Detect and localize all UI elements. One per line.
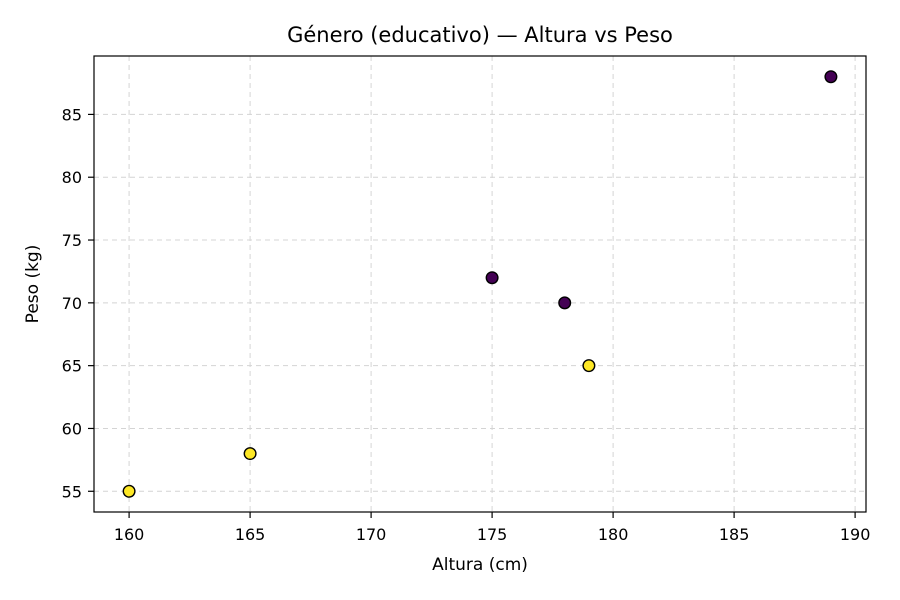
x-tick-label: 170 [356,525,387,544]
plot-frame [93,55,867,513]
scatter-point [485,271,499,285]
scatter-point [582,359,596,373]
scatter-point [558,296,572,310]
y-tick-label: 85 [62,105,82,124]
x-tick-label: 180 [598,525,629,544]
x-tick-label: 190 [840,525,871,544]
y-tick-label: 65 [62,357,82,376]
scatter-point [122,484,136,498]
y-tick-label: 70 [62,294,82,313]
x-tick-label: 185 [719,525,750,544]
grid [94,56,866,512]
y-tick-label: 75 [62,231,82,250]
x-axis-label: Altura (cm) [432,555,528,575]
y-tick-label: 80 [62,168,82,187]
x-tick-label: 160 [114,525,145,544]
scatter-point [824,70,838,84]
y-axis-label: Peso (kg) [23,245,43,324]
data-points [122,70,838,498]
axis-ticks: 160 165 170 175 180 185 190 55 60 65 70 75 80 85 [62,105,871,544]
x-tick-label: 165 [235,525,266,544]
chart-title: Género (educativo) — Altura vs Peso [287,23,673,47]
y-tick-label: 60 [62,419,82,438]
scatter-point [243,447,257,461]
y-tick-label: 55 [62,482,82,501]
x-tick-label: 175 [477,525,508,544]
